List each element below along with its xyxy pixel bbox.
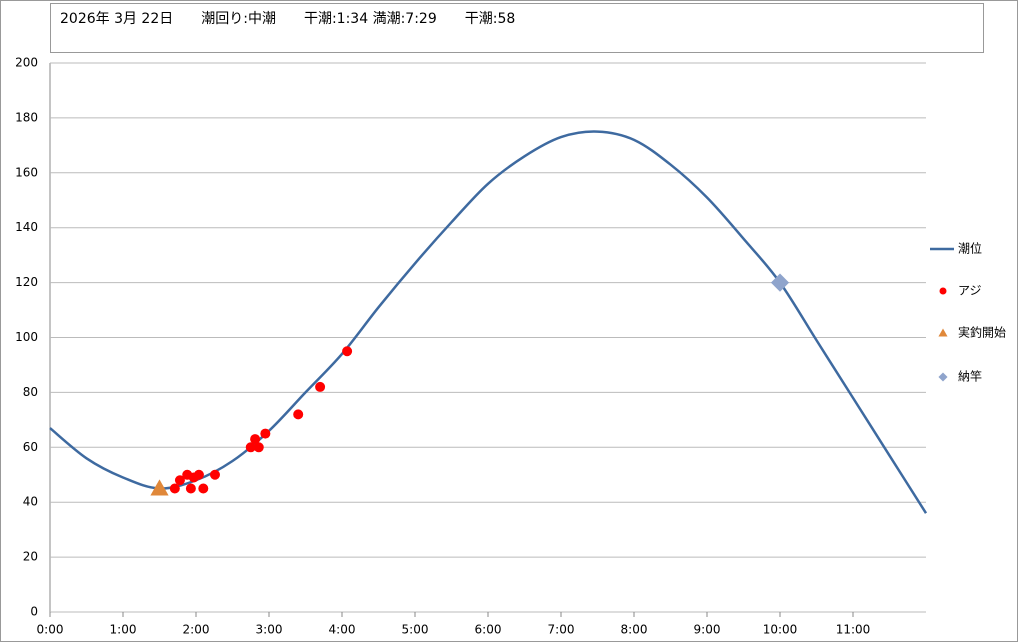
- y-tick-label: 40: [23, 495, 38, 509]
- y-tick-label: 100: [15, 330, 38, 344]
- y-tick-label: 140: [15, 220, 38, 234]
- y-tick-label: 180: [15, 110, 38, 124]
- legend-label: アジ: [958, 284, 982, 298]
- x-tick-label: 9:00: [694, 623, 721, 637]
- legend-marker: [938, 328, 948, 337]
- legend-label: 潮位: [958, 241, 982, 256]
- point: [770, 273, 790, 292]
- point: [198, 483, 209, 494]
- x-tick-label: 8:00: [621, 623, 648, 637]
- point: [250, 434, 261, 445]
- x-tick-label: 10:00: [763, 623, 798, 637]
- point: [315, 381, 326, 392]
- point: [174, 475, 185, 486]
- point: [245, 442, 256, 453]
- point: [293, 409, 304, 420]
- point: [150, 479, 169, 496]
- y-tick-label: 20: [23, 550, 38, 564]
- point: [260, 428, 271, 439]
- x-tick-label: 0:00: [37, 623, 64, 637]
- x-tick-label: 5:00: [402, 623, 429, 637]
- legend-marker: [939, 287, 947, 295]
- point: [209, 469, 220, 480]
- x-tick-label: 4:00: [329, 623, 356, 637]
- x-tick-label: 2:00: [183, 623, 210, 637]
- legend-label: 実釣開始: [958, 325, 1006, 340]
- x-tick-label: 3:00: [256, 623, 283, 637]
- y-tick-label: 60: [23, 440, 38, 454]
- y-tick-label: 120: [15, 275, 38, 289]
- point: [185, 483, 196, 494]
- x-tick-label: 1:00: [110, 623, 137, 637]
- x-tick-label: 7:00: [548, 623, 575, 637]
- point: [342, 346, 353, 357]
- x-tick-label: 6:00: [475, 623, 502, 637]
- point: [169, 483, 180, 494]
- x-tick-label: 11:00: [836, 623, 871, 637]
- y-tick-label: 0: [30, 605, 38, 619]
- chart-title: 2026年 3月 22日 潮回り:中潮 干潮:1:34 満潮:7:29 干潮:5…: [60, 11, 515, 27]
- point: [193, 469, 204, 480]
- y-tick-label: 80: [23, 385, 38, 399]
- y-tick-label: 160: [15, 165, 38, 179]
- point: [253, 442, 264, 453]
- title-box: [50, 3, 984, 53]
- legend-label: 納竿: [958, 369, 982, 384]
- legend-marker: [938, 372, 948, 382]
- y-tick-label: 200: [15, 56, 38, 70]
